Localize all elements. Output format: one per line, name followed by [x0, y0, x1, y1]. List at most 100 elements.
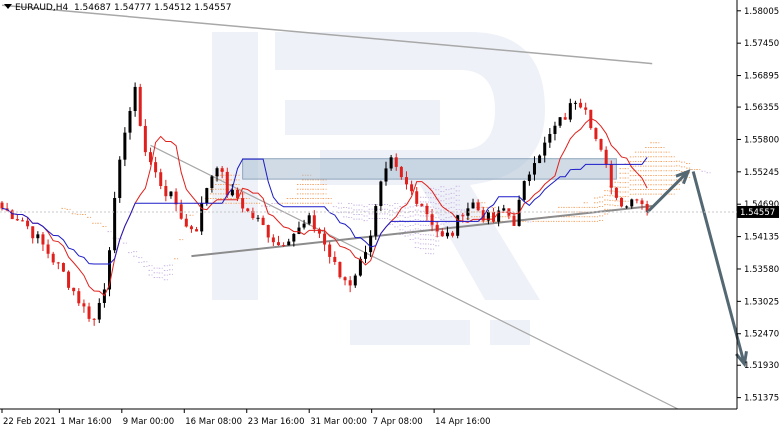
forecast-arrow-up-head — [675, 168, 691, 185]
candle-body — [56, 262, 60, 264]
candle-body — [169, 191, 173, 197]
price-tick-label: 1.53025 — [744, 297, 779, 307]
time-tick-label: 1 Mar 16:00 — [60, 417, 111, 427]
time-tick-label: 23 Mar 16:00 — [248, 417, 305, 427]
candle-body — [205, 188, 209, 204]
candles — [0, 82, 649, 326]
candle-body — [154, 162, 158, 173]
candle-body — [246, 208, 250, 212]
candle-body — [92, 318, 96, 320]
candle-body — [287, 241, 291, 246]
price-tick-label: 1.55800 — [744, 135, 779, 145]
candle-body — [164, 186, 168, 197]
candle-body — [573, 102, 577, 104]
candle-body — [143, 125, 147, 153]
watermark-logo — [212, 32, 545, 345]
candle-body — [77, 291, 81, 304]
tenkan-sen-line — [1, 117, 648, 297]
ichimoku-cloud — [61, 142, 711, 281]
candle-body — [579, 102, 583, 108]
candle-body — [10, 210, 14, 220]
candle-body — [256, 217, 260, 219]
candle-body — [415, 191, 419, 204]
candle-body — [148, 152, 152, 163]
high-value: 1.54777 — [114, 3, 152, 13]
candle-body — [594, 128, 598, 139]
candle-body — [31, 226, 35, 239]
price-axis: 1.58005 1.57450 1.56895 1.56355 1.55800 1.552… — [737, 7, 779, 404]
candle-body — [297, 227, 301, 234]
candle-body — [640, 200, 644, 205]
candle-body — [174, 191, 178, 205]
candle-body — [389, 157, 393, 169]
candle-body — [353, 275, 357, 286]
candle-body — [282, 245, 286, 247]
candle-body — [399, 166, 403, 178]
channel-lower-line — [191, 204, 653, 258]
candle-body — [343, 277, 347, 281]
candle-body — [445, 232, 449, 237]
candle-body — [599, 138, 603, 150]
time-tick-label: 16 Mar 08:00 — [185, 417, 242, 427]
candle-body — [425, 205, 429, 215]
candle-body — [440, 231, 444, 237]
candle-body — [236, 189, 240, 199]
candle-body — [307, 215, 311, 224]
candle-body — [302, 223, 306, 228]
candle-body — [20, 220, 24, 222]
candle-body — [210, 176, 214, 189]
candle-body — [26, 220, 30, 227]
price-tick-label: 1.52470 — [744, 330, 779, 340]
candle-body — [486, 211, 490, 221]
candle-body — [430, 214, 434, 225]
current-price-box — [737, 205, 779, 218]
candle-body — [276, 242, 280, 246]
candle-body — [15, 219, 19, 221]
candle-body — [184, 218, 188, 227]
candle-body — [384, 168, 388, 182]
chart-header: EURAUD,H4 1.54687 1.54777 1.54512 1.5455… — [4, 3, 231, 13]
low-value: 1.54512 — [154, 3, 192, 13]
candle-body — [0, 202, 4, 209]
current-price-marker: 1.54557 — [0, 205, 779, 218]
candle-body — [220, 168, 224, 172]
candle-body — [230, 189, 234, 196]
time-tick-label: 31 Mar 00:00 — [310, 417, 367, 427]
kijun-sen-line — [1, 157, 648, 265]
candle-body — [200, 203, 204, 232]
price-tick-label: 1.51375 — [744, 394, 779, 404]
candle-body — [51, 253, 55, 263]
candle-body — [614, 187, 618, 198]
candle-body — [527, 174, 531, 182]
candle-body — [374, 206, 378, 236]
close-value: 1.54557 — [194, 3, 232, 13]
candle-body — [312, 215, 316, 230]
candle-body — [323, 233, 327, 245]
candle-body — [82, 303, 86, 307]
forecast-arrow-up — [646, 170, 690, 214]
channel-upper-line — [1, 4, 653, 65]
candle-body — [123, 132, 127, 160]
price-tick-label: 1.55245 — [744, 168, 779, 178]
candle-body — [364, 252, 368, 259]
candle-body — [625, 206, 629, 208]
candle-body — [241, 198, 245, 209]
candle-body — [476, 202, 480, 211]
candle-body — [271, 237, 275, 243]
candle-body — [512, 215, 516, 226]
resistance-zone — [242, 158, 617, 180]
candle-body — [87, 306, 91, 319]
dropdown-triangle-icon[interactable] — [4, 4, 12, 9]
candle-body — [358, 258, 362, 276]
price-tick-label: 1.54135 — [744, 233, 779, 243]
candle-body — [645, 204, 649, 212]
candle-body — [620, 197, 624, 207]
candle-body — [461, 215, 465, 217]
symbol-label: EURAUD,H4 — [15, 3, 69, 13]
candle-body — [118, 159, 122, 198]
candle-body — [522, 181, 526, 200]
candle-body — [635, 199, 639, 201]
candle-body — [261, 217, 265, 226]
candle-body — [67, 271, 71, 288]
